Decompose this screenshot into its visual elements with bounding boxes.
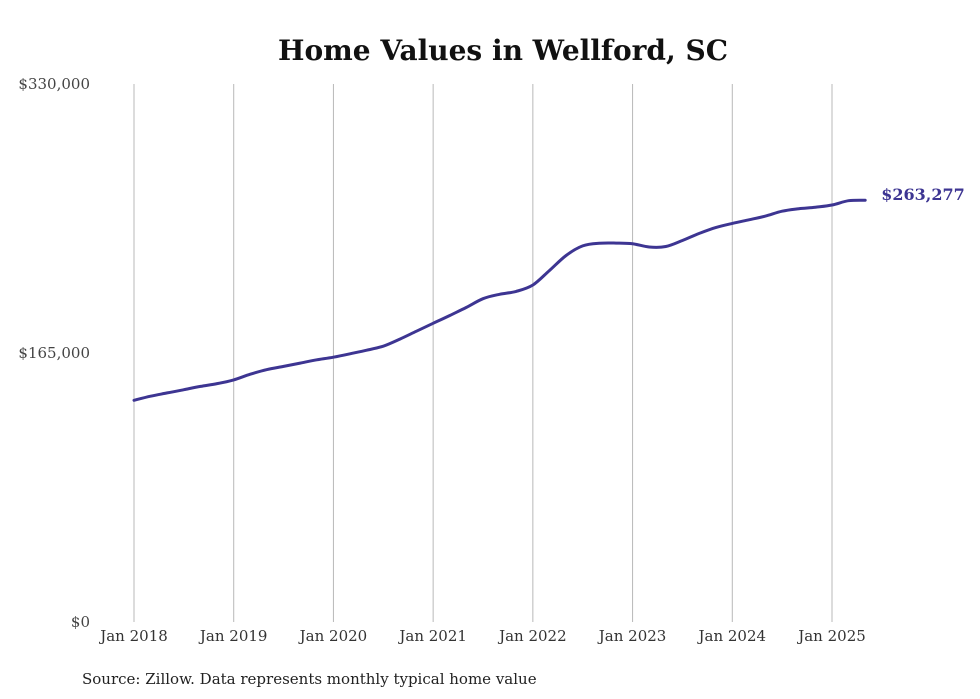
x-tick-label: Jan 2021	[397, 627, 467, 645]
source-note: Source: Zillow. Data represents monthly …	[82, 670, 537, 688]
latest-value-label: $263,277	[881, 185, 965, 204]
x-tick-label: Jan 2025	[796, 627, 866, 645]
x-tick-label: Jan 2024	[697, 627, 767, 645]
vertical-grid	[133, 84, 833, 622]
y-axis-ticks: $0 $165,000 $330,000	[18, 75, 90, 631]
y-tick-label: $330,000	[18, 75, 90, 93]
x-tick-label: Jan 2022	[497, 627, 567, 645]
x-tick-label: Jan 2018	[98, 627, 168, 645]
x-tick-label: Jan 2020	[298, 627, 368, 645]
home-value-series-line	[132, 198, 867, 402]
x-tick-label: Jan 2023	[597, 627, 667, 645]
y-tick-label: $165,000	[18, 344, 90, 362]
y-tick-label: $0	[71, 613, 90, 631]
x-tick-label: Jan 2019	[198, 627, 268, 645]
chart-title: Home Values in Wellford, SC	[278, 34, 728, 67]
x-axis-ticks: Jan 2018 Jan 2019 Jan 2020 Jan 2021 Jan 2022…	[98, 627, 866, 645]
